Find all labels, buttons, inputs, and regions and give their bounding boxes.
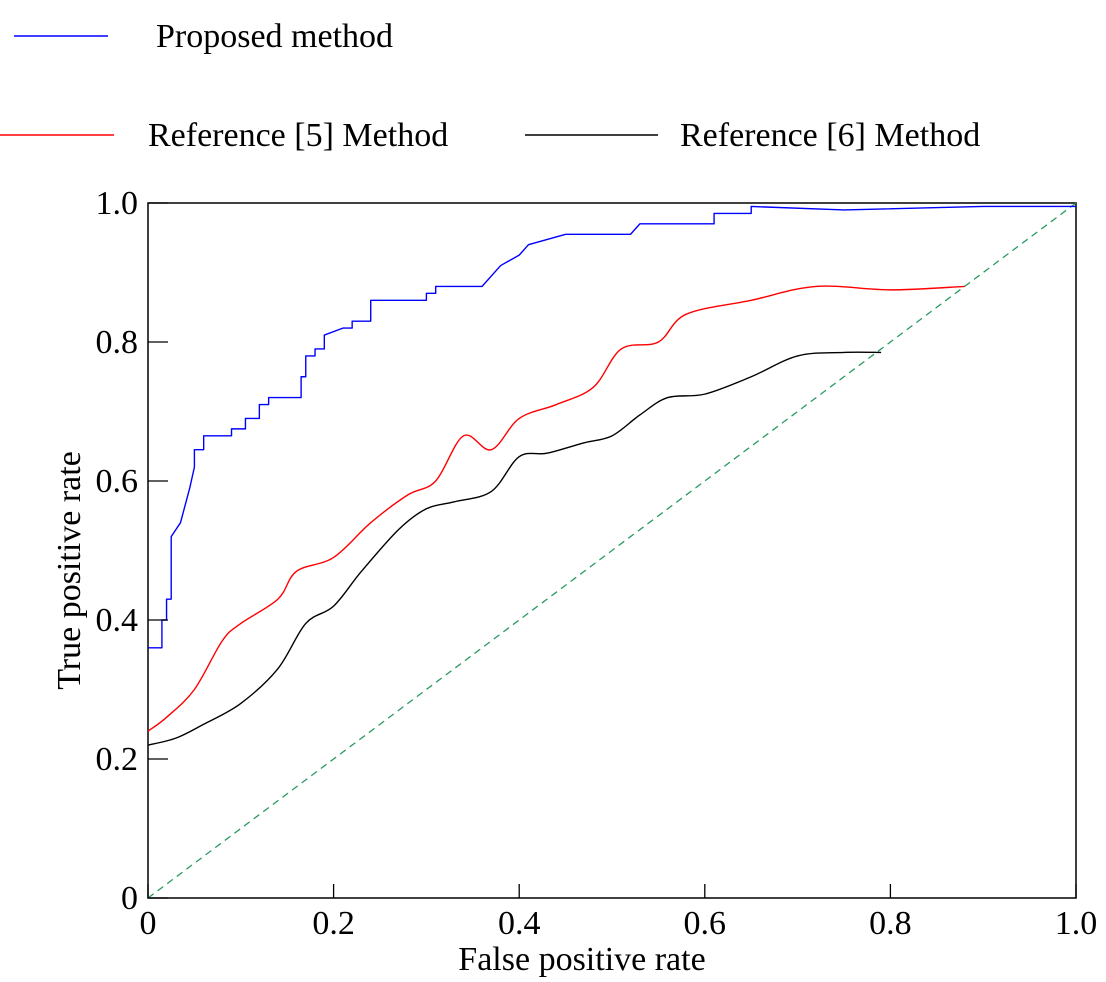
y-tick-label: 0.8	[96, 324, 139, 361]
x-tick-label: 0.6	[684, 905, 727, 942]
series-line-reference-6-method	[147, 351, 882, 746]
legend: Proposed method Reference [5] Method Refer…	[0, 18, 980, 154]
series-line-proposed-method	[148, 205, 1076, 649]
y-tick-label: 1.0	[96, 185, 139, 222]
x-tick-label: 0	[140, 905, 157, 942]
y-axis-ticks: 0 0.2 0.4 0.6 0.8 1.0	[96, 185, 168, 917]
legend-label: Reference [6] Method	[680, 117, 980, 154]
series-layer	[147, 202, 1077, 899]
legend-label: Proposed method	[156, 18, 393, 55]
x-axis-ticks: 0 0.2 0.4 0.6 0.8 1.0	[140, 884, 1098, 942]
y-axis-label: True positive rate	[51, 451, 88, 690]
y-tick-label: 0.2	[96, 741, 139, 778]
x-tick-label: 0.8	[869, 905, 912, 942]
legend-label: Reference [5] Method	[148, 117, 448, 154]
x-axis-label: False positive rate	[458, 941, 705, 978]
reference-diagonal-line	[147, 202, 1077, 899]
y-tick-label: 0.4	[96, 602, 139, 639]
plot-area: 0 0.2 0.4 0.6 0.8 1.0 0 0.2 0.4 0.6 0.8 1.0	[96, 185, 1098, 942]
y-tick-label: 0	[121, 880, 138, 917]
plot-frame	[147, 202, 1077, 899]
x-tick-label: 0.2	[312, 905, 355, 942]
series-line-reference-5-method	[147, 285, 965, 732]
x-tick-label: 1.0	[1055, 905, 1098, 942]
y-tick-label: 0.6	[96, 463, 139, 500]
x-tick-label: 0.4	[498, 905, 541, 942]
